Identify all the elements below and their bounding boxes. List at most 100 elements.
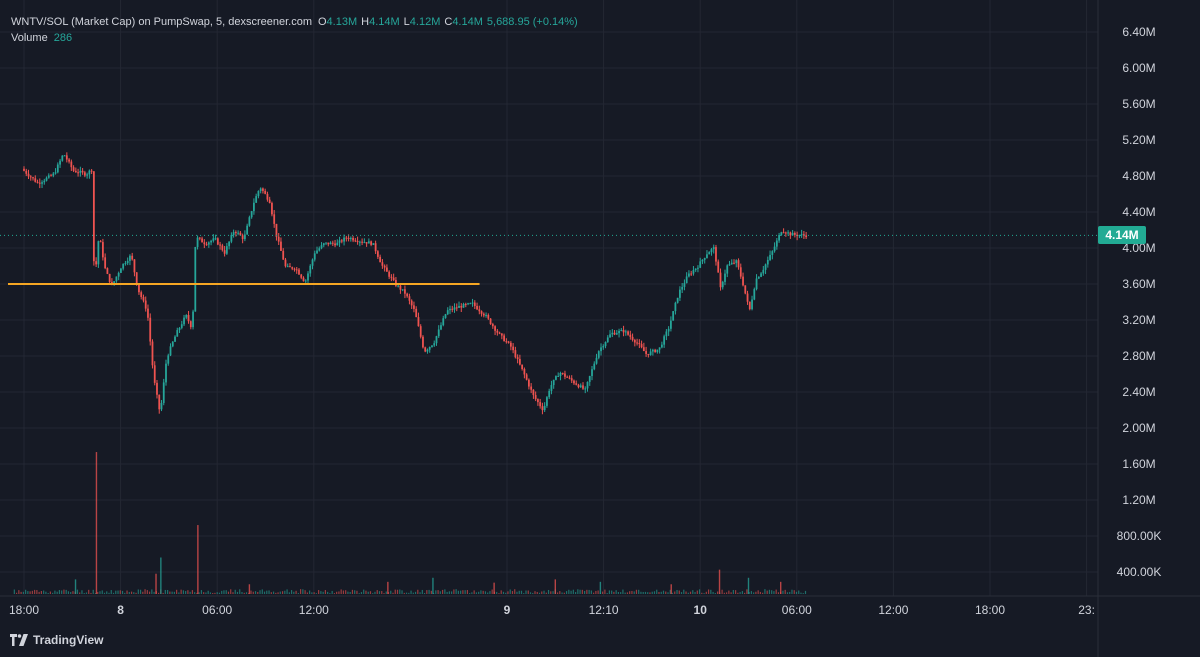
candle-body [133,259,136,273]
volume-bar [284,590,286,594]
volume-bar [277,592,279,594]
volume-bar [338,591,340,594]
volume-bar [453,589,455,594]
candle-body [480,311,483,314]
tradingview-brand[interactable]: TradingView [10,633,103,647]
candle-body [708,252,711,255]
volume-bar [518,590,520,594]
brand-label: TradingView [33,633,104,647]
volume-bar [257,591,259,594]
price-axis[interactable]: 6.40M 6.00M 5.60M 5.20M 4.80M 4.40M 4.00M 3.60M… [1117,25,1162,579]
candle-body [47,175,50,178]
volume-bar [164,589,166,594]
volume-bar [784,589,786,594]
volume-bar [658,592,660,594]
candle-body [223,250,226,254]
candle-body [59,160,61,165]
candle-body [225,246,228,254]
candle-body [192,311,194,328]
candle-body [390,276,393,278]
volume-bar [372,593,374,594]
candle-body [34,178,37,182]
candle-body [498,332,501,334]
volume-bar [581,589,583,594]
legend-volume-row: Volume 286 [11,30,582,46]
candle-body [99,241,102,243]
candle-body [56,164,59,173]
volume-bar [43,590,45,594]
volume-bar [385,591,387,594]
candle-body [591,369,593,377]
volume-bar [130,591,133,594]
candle-body [651,349,654,352]
candle-body [672,311,675,321]
tradingview-logo-icon [10,634,28,646]
candle-body [751,299,753,310]
candle-body [79,170,82,173]
legend-volume-label: Volume [11,32,48,44]
volume-bar [252,591,254,594]
volume-bar [466,590,468,594]
volume-bar [81,590,83,594]
volume-bar [83,593,85,594]
volume-bar [144,589,146,594]
volume-bar [437,590,439,594]
candle-body [573,380,575,384]
volume-bar [599,581,602,594]
candle-body [509,342,512,347]
candle-body [54,172,57,174]
candle-body [762,269,765,274]
candle-body [676,297,679,303]
candle-body [291,267,294,269]
volume-bar [460,590,462,594]
time-tick-label: 06:00 [782,603,812,617]
candle-body [512,346,515,351]
candle-body [189,321,192,328]
candle-body [516,357,519,359]
candle-body [248,217,251,226]
volume-bar [478,591,480,594]
volume-bar [701,592,703,594]
volume-bar [239,589,241,594]
volume-bar [496,591,498,594]
candle-body [537,399,539,403]
volume-bar [710,589,712,594]
candle-body [440,325,442,330]
volume-bar [732,589,734,594]
time-tick-label: 9 [504,603,511,617]
candle-body [345,237,348,239]
volume-bar [90,592,92,594]
volume-bar [721,589,723,594]
volume-bar [349,591,351,594]
candle-body [316,250,318,254]
candle-body [674,302,677,312]
volume-bar [376,590,378,594]
candle-body [555,376,557,380]
volume-bar [40,590,42,594]
candle-body [584,388,587,390]
candle-body [158,394,161,410]
price-tick-label: 1.20M [1122,493,1155,507]
volume-bar [746,589,748,594]
candle-body [780,232,783,236]
volume-bar [642,591,644,594]
candle-body [557,375,560,377]
candle-body [268,199,271,203]
volume-bar [197,525,199,594]
volume-bar [45,591,47,594]
candle-body [489,318,492,325]
candle-body [392,277,395,281]
volume-bar [586,589,588,594]
candle-body [212,238,215,241]
volume-bar [196,592,198,594]
candle-body [320,245,323,249]
legend-close-value: 4.14M [452,16,483,28]
candle-body [25,170,28,174]
volume-bar [189,591,191,594]
candle-body [307,273,309,281]
time-axis[interactable]: 18:00 8 06:00 12:00 9 12:10 10 06:00 12:00 18:00 2… [9,603,1095,617]
volume-bar [789,591,791,594]
volume-bar [747,577,750,594]
candle-body [694,268,697,271]
